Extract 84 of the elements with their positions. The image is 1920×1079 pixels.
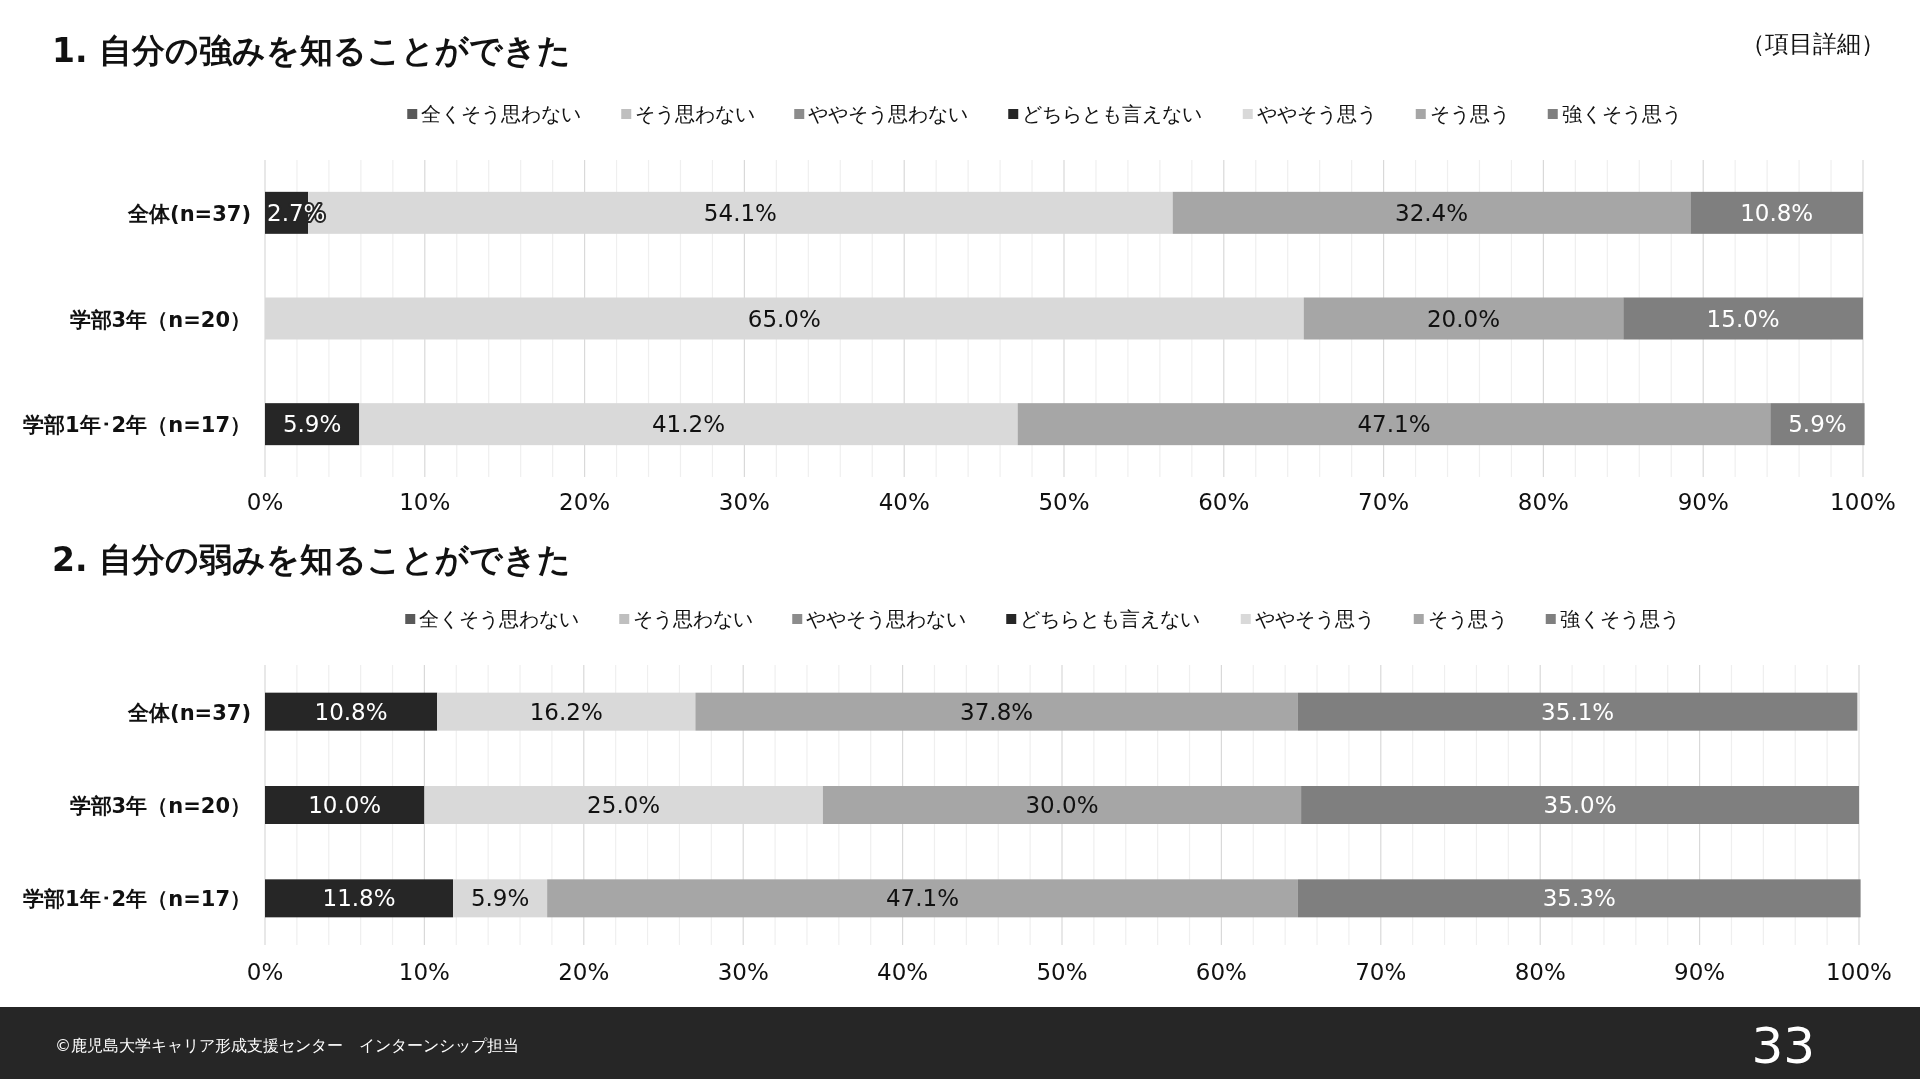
text: （項目詳細）: [1741, 30, 1885, 58]
legend-label: どちらとも言えない: [1020, 607, 1201, 631]
data-label: 25.0%: [587, 792, 661, 818]
bar: [1297, 692, 1858, 731]
data-label: 10.8%: [314, 698, 388, 725]
bar: [265, 692, 438, 731]
data-label: 5.9%: [470, 885, 530, 912]
bar: [1301, 786, 1859, 824]
legend-label: そう思わない: [633, 607, 754, 631]
y-tick-label: 学部1年･2年（n=17）: [23, 413, 251, 438]
data-label: 37.8%: [960, 698, 1034, 725]
x-tick-label: 70%: [1355, 959, 1407, 985]
data-label: 5.9%: [282, 411, 342, 438]
data-label: 54.1%: [703, 199, 777, 226]
data-label: 11.8%: [322, 885, 396, 912]
legend-label: 強くそう思う: [1559, 607, 1680, 631]
legend-label: 全くそう思わない: [421, 102, 582, 126]
text: ©鹿児島大学キャリア形成支援センター インターンシップ担当: [55, 1036, 519, 1055]
x-tick-label: 90%: [1677, 489, 1729, 515]
legend-label: ややそう思わない: [808, 102, 969, 126]
x-tick-label: 40%: [878, 489, 930, 515]
x-tick-label: 10%: [399, 489, 451, 515]
x-tick-label: 70%: [1358, 489, 1410, 515]
bar: [265, 879, 454, 918]
legend-label: どちらとも言えない: [1022, 102, 1203, 126]
data-label: 41.2%: [651, 411, 726, 438]
x-tick-label: 80%: [1517, 489, 1569, 515]
legend-label: 全くそう思わない: [419, 607, 580, 631]
bar: [695, 692, 1298, 731]
data-label: 15.0%: [1706, 305, 1780, 332]
bar: [1017, 403, 1771, 446]
legend-label: ややそう思う: [1254, 607, 1375, 631]
legend-label: ややそう思う: [1256, 102, 1377, 126]
x-tick-label: 20%: [559, 489, 611, 515]
legend-label: ややそう思わない: [806, 607, 967, 631]
bar: [1623, 297, 1863, 340]
x-tick-label: 60%: [1198, 489, 1250, 515]
x-tick-label: 100%: [1826, 959, 1892, 985]
bar: [547, 879, 1298, 918]
x-tick-label: 30%: [717, 959, 769, 985]
x-tick-label: 50%: [1036, 959, 1088, 985]
text: 33: [1751, 1017, 1815, 1075]
legend-label: そう思う: [1429, 102, 1510, 126]
data-label: 35.1%: [1541, 698, 1615, 725]
x-tick-label: 50%: [1038, 489, 1090, 515]
bar: [822, 786, 1302, 824]
data-label: 20.0%: [1426, 305, 1501, 332]
legend-label: そう思わない: [635, 102, 756, 126]
bar: [1297, 879, 1861, 918]
x-tick-label: 90%: [1674, 959, 1726, 985]
y-tick-label: 学部3年（n=20）: [69, 307, 251, 332]
data-label: 32.4%: [1395, 199, 1469, 226]
bar: [1770, 403, 1865, 446]
data-label: 16.2%: [529, 698, 603, 725]
y-tick-label: 学部3年（n=20）: [69, 794, 251, 818]
x-tick-label: 0%: [246, 489, 284, 515]
legend-label: そう思う: [1427, 607, 1508, 631]
bar: [265, 786, 425, 824]
x-tick-label: 80%: [1514, 959, 1566, 985]
x-tick-label: 100%: [1830, 489, 1896, 515]
y-tick-label: 学部1年･2年（n=17）: [23, 887, 251, 912]
y-tick-label: 全体(n=37): [127, 201, 251, 226]
data-label: 47.1%: [1357, 411, 1431, 438]
data-label: 35.0%: [1543, 792, 1617, 818]
chart-title: 1. 自分の強みを知ることができた: [52, 31, 571, 70]
data-label: 10.0%: [308, 792, 382, 818]
y-tick-label: 全体(n=37): [127, 700, 251, 725]
x-tick-label: 10%: [398, 959, 450, 985]
x-tick-label: 60%: [1195, 959, 1247, 985]
chart-title: 2. 自分の弱みを知ることができた: [52, 540, 571, 579]
data-label: 30.0%: [1025, 792, 1099, 818]
data-label: 10.8%: [1740, 199, 1814, 226]
data-label: 65.0%: [747, 305, 821, 332]
x-tick-label: 0%: [246, 959, 284, 985]
data-label: 5.9%: [1788, 411, 1847, 438]
bar: [1303, 297, 1624, 340]
data-label: 47.1%: [885, 885, 960, 912]
x-tick-label: 40%: [877, 959, 929, 985]
x-tick-label: 20%: [558, 959, 610, 985]
legend-label: 強くそう思う: [1561, 102, 1682, 126]
bar: [1172, 191, 1691, 234]
x-tick-label: 30%: [718, 489, 770, 515]
data-label: 35.3%: [1542, 885, 1616, 912]
bar: [1690, 191, 1863, 234]
